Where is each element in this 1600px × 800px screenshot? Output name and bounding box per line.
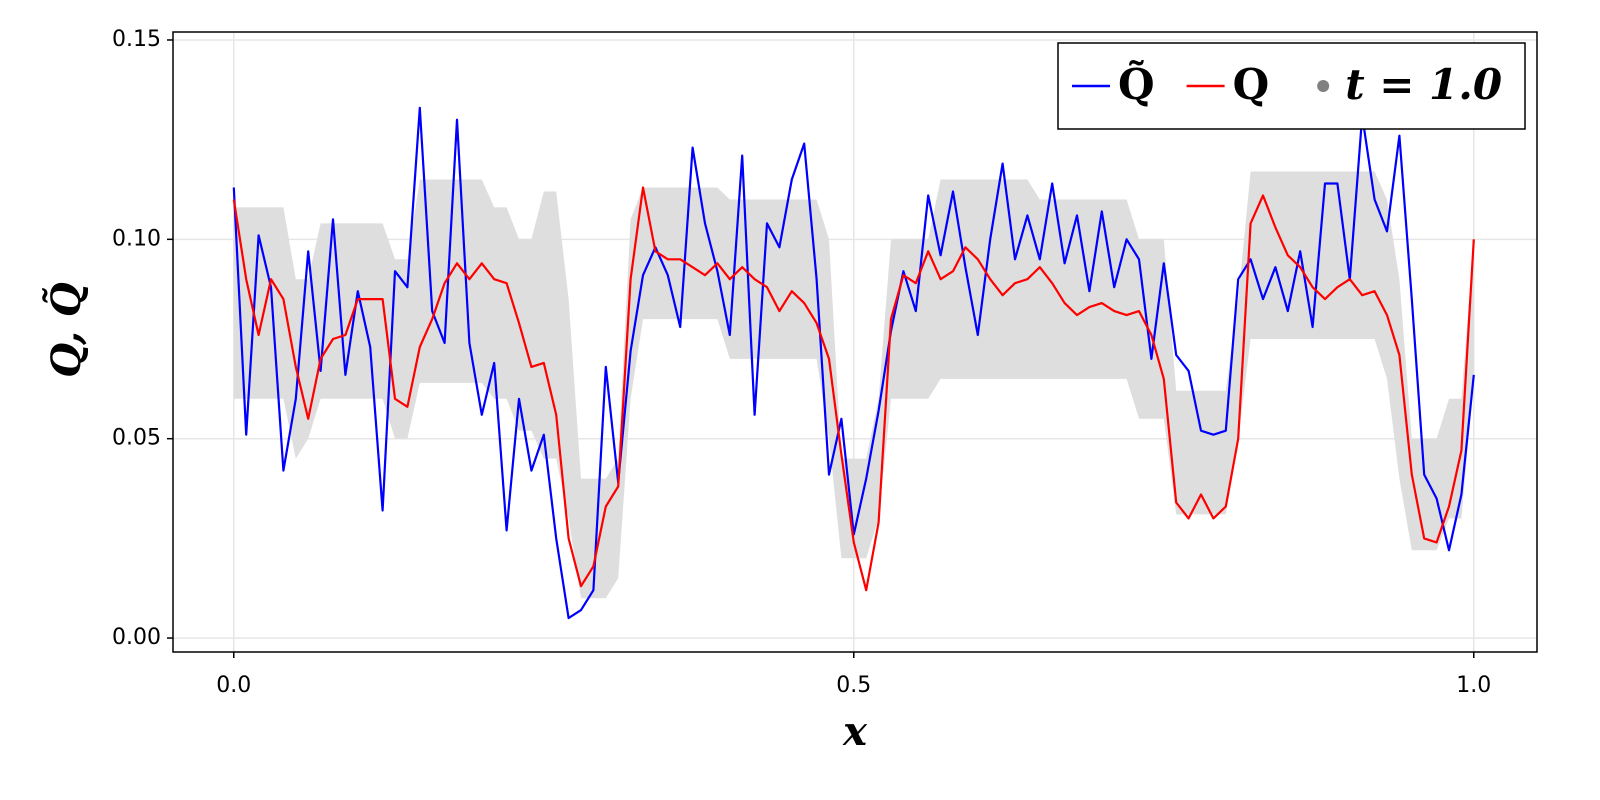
legend-label: Q̃ [1118,59,1155,109]
x-axis-label: x [842,708,868,755]
band [233,171,1474,599]
x-tick-label: 0.0 [216,673,251,698]
legend-box [1057,42,1526,130]
x-tick-label: 0.5 [836,673,871,698]
y-tick-label: 0.00 [112,625,161,650]
y-axis-label: Q, Q̃ [43,282,90,378]
y-tick-label: 0.05 [112,426,161,451]
line [232,106,1475,620]
legend-label: Q [1233,60,1270,109]
line [232,186,1475,592]
x-tick-label: 1.0 [1456,673,1491,698]
y-tick-label: 0.15 [112,27,161,52]
legend-marker [1317,80,1330,92]
plot-frame [172,31,1538,653]
y-tick-label: 0.10 [112,226,161,251]
legend-label: t = 1.0 [1345,60,1502,109]
